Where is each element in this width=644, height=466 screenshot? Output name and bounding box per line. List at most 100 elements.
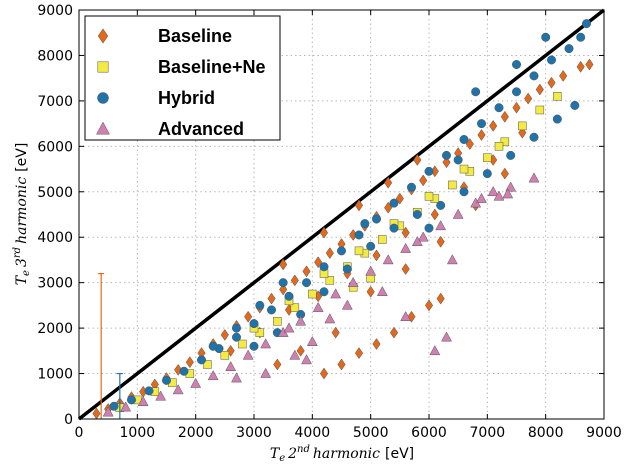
data-point [452,208,464,219]
data-point [249,341,259,351]
data-point [347,276,359,287]
data-point [302,265,311,278]
data-point [179,366,189,376]
legend-marker [97,28,109,44]
data-point [494,142,504,151]
data-point [312,301,324,312]
legend-box [84,15,281,141]
data-point [267,305,276,315]
data-point [459,164,469,174]
data-point [319,226,329,239]
data-point [232,332,241,342]
data-point [535,83,544,96]
data-point [290,274,299,287]
data-point [413,154,422,166]
data-point [424,223,434,233]
legend-items: Baseline Baseline+Ne Hybrid Advanced [96,26,266,139]
data-point [407,182,416,192]
data-point [505,181,517,192]
data-point [290,303,300,312]
data-point [232,323,241,333]
data-point [518,121,527,131]
x-tick-label: 6000 [411,425,447,441]
legend-label: Baseline [158,26,232,46]
x-tick-label: 1000 [120,425,156,441]
data-point [477,129,486,141]
data-point [576,32,586,42]
y-tick-label: 6000 [37,139,73,155]
data-point [92,407,101,419]
data-point [289,349,301,360]
data-point [424,192,434,201]
data-point [208,341,218,351]
x-axis-label: Te 2nd harmonic [eV] [270,444,414,464]
data-point [207,370,219,381]
data-point [453,155,463,165]
data-point [476,192,487,203]
data-point [324,313,336,324]
legend-label: Hybrid [158,88,215,108]
series-advanced [102,172,540,417]
data-point [295,315,307,326]
data-point [389,198,399,208]
data-point [325,276,335,285]
data-point [424,166,434,176]
data-point [401,263,410,275]
data-point [471,87,481,97]
data-point [529,71,539,81]
data-point [319,262,329,272]
data-point [482,169,492,179]
data-point [331,326,340,339]
data-point [137,395,149,406]
data-point [529,132,539,142]
data-point [172,384,184,395]
data-point [553,92,562,101]
data-point [127,395,136,405]
legend-marker [96,121,110,135]
data-point [267,292,276,305]
data-point [512,87,521,97]
data-point [500,137,510,147]
data-point [435,220,447,231]
data-point [417,231,429,242]
data-point [502,188,514,199]
data-point [585,58,594,71]
y-axis-ticks: 0 1000 2000 3000 4000 5000 6000 7000 8000 9000 [37,3,604,428]
data-point [512,101,521,114]
data-point [436,292,445,305]
data-point [442,150,451,160]
data-point [360,219,370,229]
data-point [238,339,247,349]
y-tick-label: 5000 [37,185,73,201]
legend-item: Baseline [97,26,232,46]
y-axis-label: Te3rdharmonic[eV] [12,143,32,286]
data-point [372,214,381,224]
data-point [249,319,259,329]
data-point [302,278,311,288]
data-point [376,285,388,297]
legend-marker [97,61,109,73]
data-point [255,328,265,337]
data-point [489,119,498,132]
data-point [372,338,381,350]
data-point [162,375,171,385]
data-point [512,60,521,70]
data-point [494,103,504,113]
data-point [446,254,458,265]
data-point [493,190,505,201]
data-point [203,360,212,369]
data-point [441,331,452,342]
data-point [506,150,516,160]
data-point [547,76,556,89]
data-point [244,310,253,323]
data-point [354,246,364,256]
x-tick-label: 5000 [353,425,389,441]
data-point [279,258,288,271]
data-point [552,114,562,124]
x-axis-ticks: 0 1000 2000 3000 4000 5000 6000 7000 8000 9000 [75,10,622,441]
data-point [400,310,412,321]
data-point [412,210,422,219]
data-point [185,356,194,369]
data-point [197,355,206,365]
